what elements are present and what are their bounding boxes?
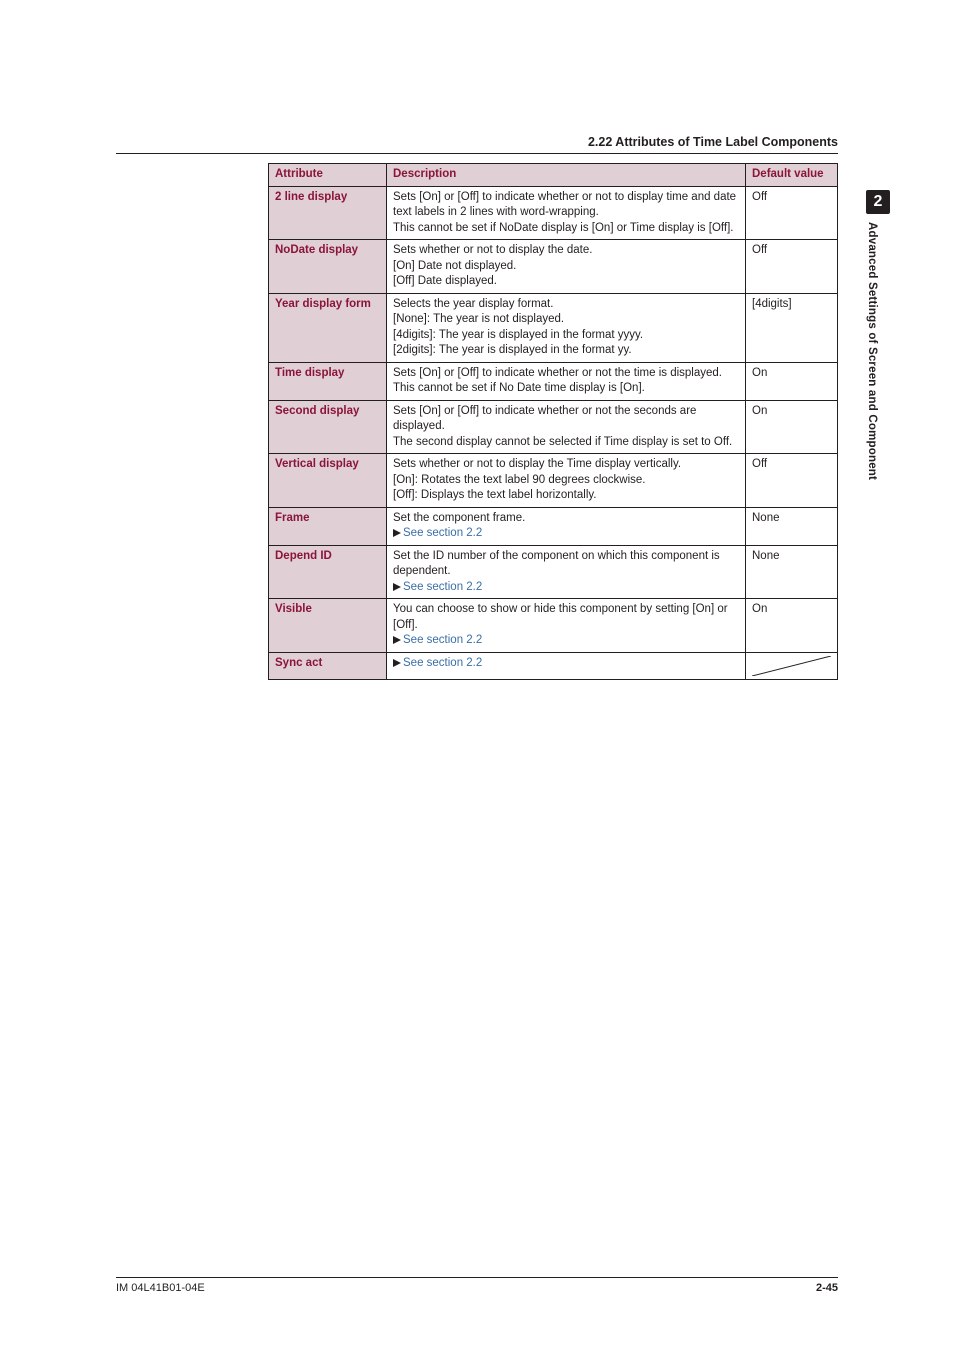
- default-cell: None: [746, 507, 838, 545]
- default-cell: On: [746, 400, 838, 454]
- side-tab: 2 Advanced Settings of Screen and Compon…: [866, 190, 898, 690]
- default-cell: None: [746, 545, 838, 599]
- col-default: Default value: [746, 164, 838, 187]
- doc-id: IM 04L41B01-04E: [116, 1282, 205, 1294]
- desc-cell: You can choose to show or hide this comp…: [387, 599, 746, 653]
- attr-name-cell: Visible: [269, 599, 387, 653]
- desc-cell: Sets whether or not to display the date.…: [387, 240, 746, 294]
- main-content: Attribute Description Default value 2 li…: [268, 130, 838, 680]
- table-row: Second displaySets [On] or [Off] to indi…: [269, 400, 838, 454]
- table-row: 2 line displaySets [On] or [Off] to indi…: [269, 186, 838, 240]
- table-row: Time displaySets [On] or [Off] to indica…: [269, 362, 838, 400]
- table-body: 2 line displaySets [On] or [Off] to indi…: [269, 186, 838, 679]
- desc-cell: Sets [On] or [Off] to indicate whether o…: [387, 400, 746, 454]
- see-section-link[interactable]: See section 2.2: [403, 581, 482, 593]
- default-cell: Off: [746, 240, 838, 294]
- table-header: Attribute Description Default value: [269, 164, 838, 187]
- default-cell: [746, 652, 838, 679]
- table-row: Year display formSelects the year displa…: [269, 293, 838, 362]
- desc-cell: Sets [On] or [Off] to indicate whether o…: [387, 362, 746, 400]
- table-row: Sync act See section 2.2: [269, 652, 838, 679]
- attr-name-cell: Year display form: [269, 293, 387, 362]
- default-cell: Off: [746, 454, 838, 508]
- attr-name-cell: 2 line display: [269, 186, 387, 240]
- attr-name-cell: Depend ID: [269, 545, 387, 599]
- page-footer: IM 04L41B01-04E 2-45: [116, 1277, 838, 1294]
- desc-cell: Sets [On] or [Off] to indicate whether o…: [387, 186, 746, 240]
- see-section-link[interactable]: See section 2.2: [403, 527, 482, 539]
- triangle-right-icon: [393, 636, 401, 644]
- table-row: Depend IDSet the ID number of the compon…: [269, 545, 838, 599]
- attributes-table: Attribute Description Default value 2 li…: [268, 163, 838, 680]
- see-section-link[interactable]: See section 2.2: [403, 634, 482, 646]
- desc-cell: Set the component frame.See section 2.2: [387, 507, 746, 545]
- see-section-link[interactable]: See section 2.2: [403, 657, 482, 669]
- table-row: NoDate displaySets whether or not to dis…: [269, 240, 838, 294]
- attr-name-cell: Time display: [269, 362, 387, 400]
- attr-name-cell: NoDate display: [269, 240, 387, 294]
- default-cell: On: [746, 599, 838, 653]
- diagonal-empty-icon: [752, 656, 831, 676]
- chapter-side-text: Advanced Settings of Screen and Componen…: [866, 222, 878, 480]
- attr-name-cell: Sync act: [269, 652, 387, 679]
- col-description: Description: [387, 164, 746, 187]
- table-row: FrameSet the component frame.See section…: [269, 507, 838, 545]
- attr-name-cell: Vertical display: [269, 454, 387, 508]
- triangle-right-icon: [393, 529, 401, 537]
- desc-cell: Sets whether or not to display the Time …: [387, 454, 746, 508]
- triangle-right-icon: [393, 659, 401, 667]
- table-row: VisibleYou can choose to show or hide th…: [269, 599, 838, 653]
- page-number: 2-45: [816, 1282, 838, 1294]
- chapter-badge: 2: [866, 190, 890, 214]
- triangle-right-icon: [393, 583, 401, 591]
- attr-name-cell: Frame: [269, 507, 387, 545]
- table-row: Vertical displaySets whether or not to d…: [269, 454, 838, 508]
- default-cell: Off: [746, 186, 838, 240]
- col-attribute: Attribute: [269, 164, 387, 187]
- desc-cell: Set the ID number of the component on wh…: [387, 545, 746, 599]
- default-cell: [4digits]: [746, 293, 838, 362]
- attr-name-cell: Second display: [269, 400, 387, 454]
- default-cell: On: [746, 362, 838, 400]
- desc-cell: Selects the year display format.[None]: …: [387, 293, 746, 362]
- desc-cell: See section 2.2: [387, 652, 746, 679]
